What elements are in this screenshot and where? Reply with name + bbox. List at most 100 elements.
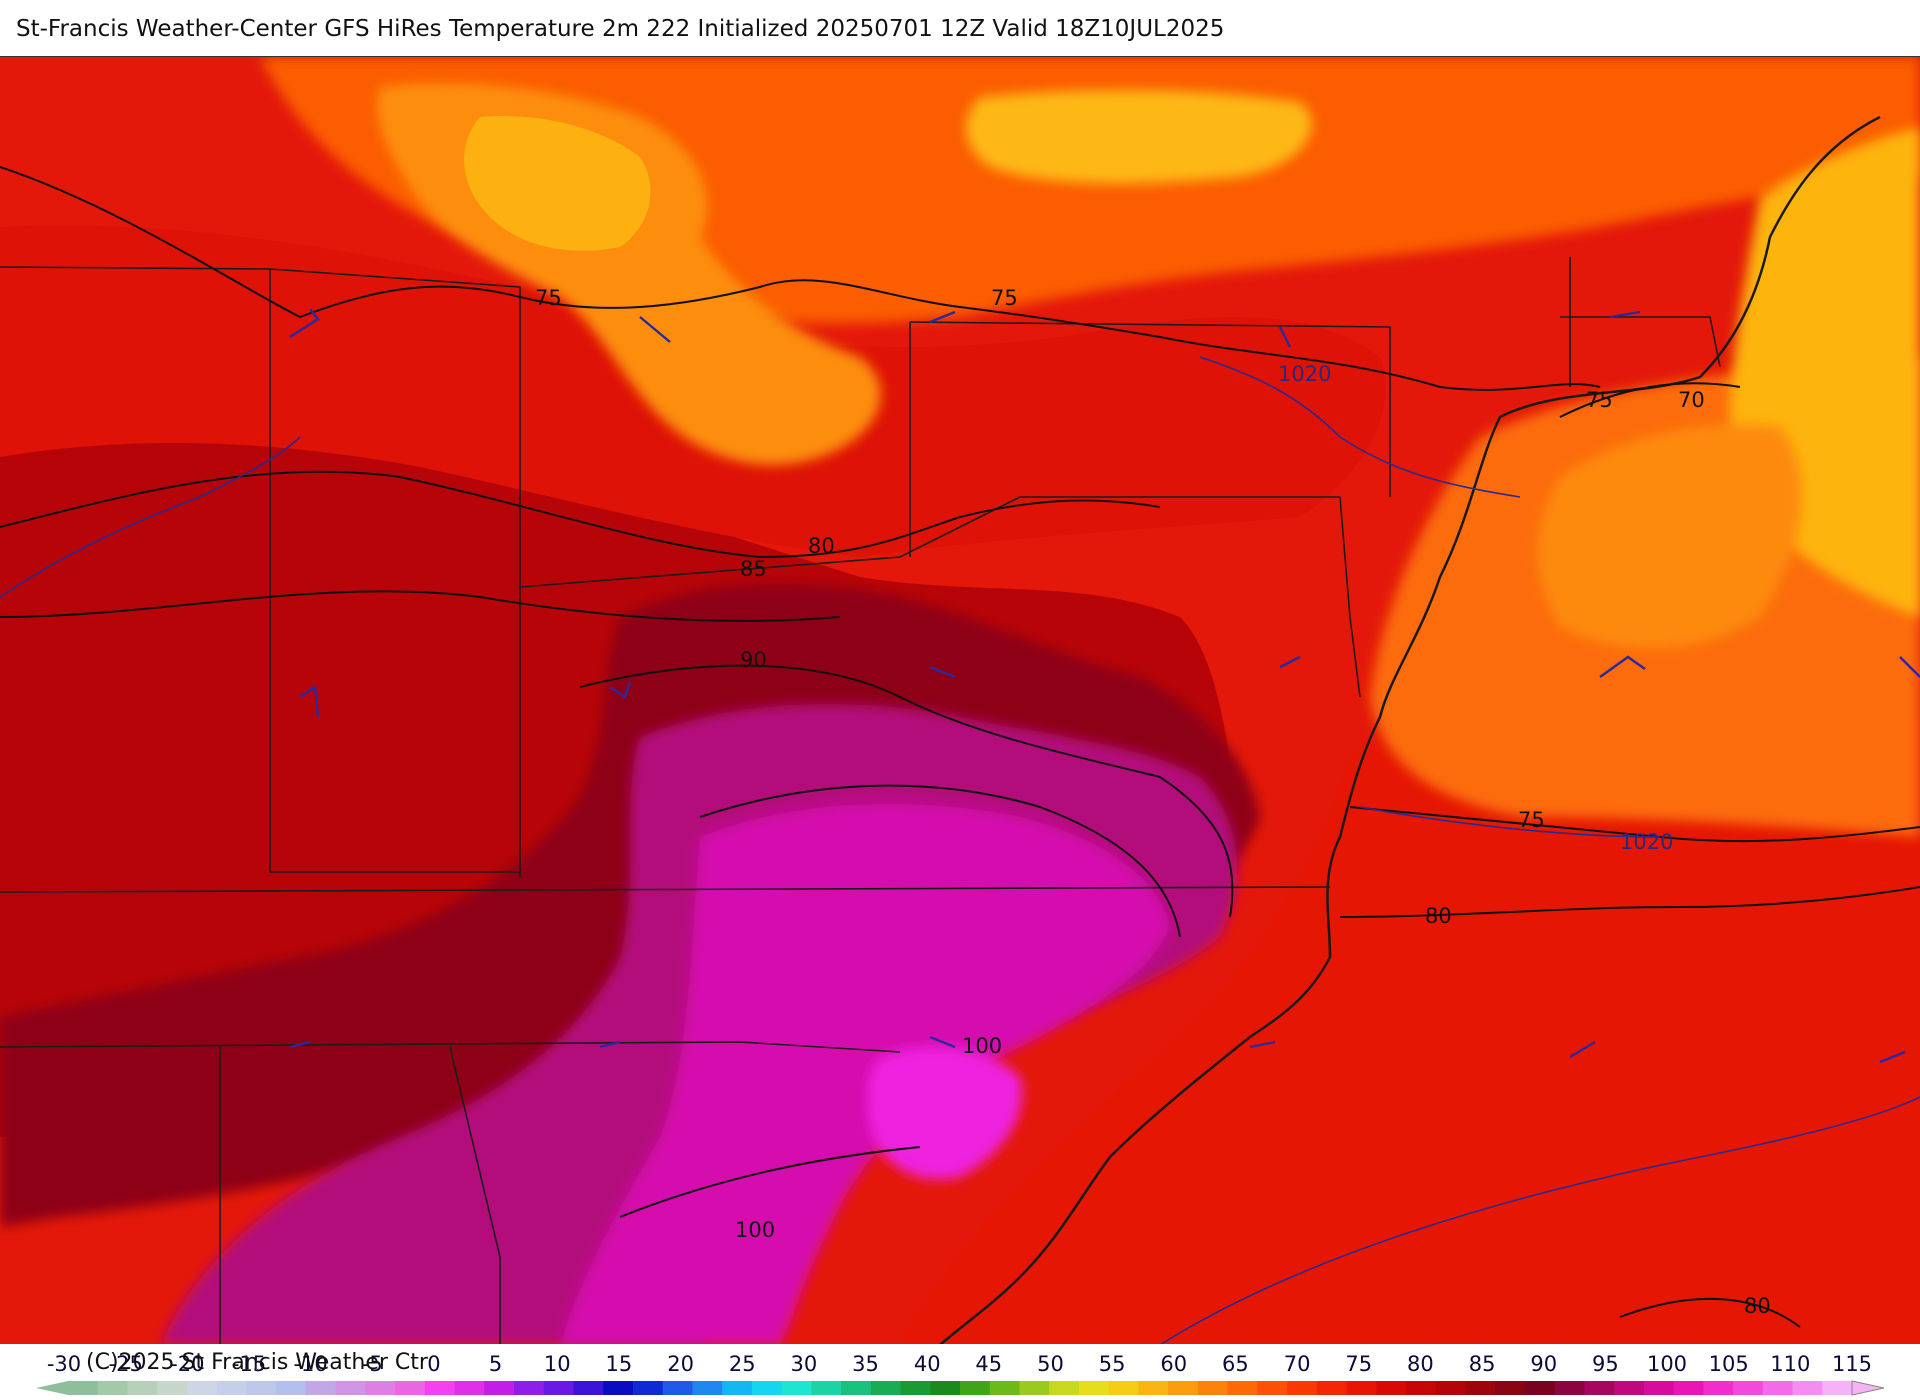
colorbar-swatch	[276, 1381, 307, 1395]
atlantic-coastline	[939, 115, 1881, 1345]
colorbar-tick-label: 90	[1530, 1352, 1557, 1376]
atlantic-light-orange	[1537, 424, 1802, 649]
contour-labels: 75 75 85 80 90 75 80 100 100 80 75 70 10…	[535, 286, 1771, 1318]
temperature-colorbar: -30 -25 -20 -15 -10 -5 0 5 10 15 20 25 30 35 40 45 50 55 6…	[0, 1344, 1920, 1400]
colorbar-tick-label: 75	[1345, 1352, 1372, 1376]
colorbar-swatch	[662, 1381, 693, 1395]
colorbar-swatch	[811, 1381, 842, 1395]
colorbar-tick-label: -5	[362, 1352, 383, 1376]
colorbar-swatch	[1554, 1381, 1585, 1395]
colorbar-swatch	[127, 1381, 158, 1395]
colorbar-swatch	[335, 1381, 366, 1395]
colorbar-swatch	[1049, 1381, 1080, 1395]
colorbar-swatch	[930, 1381, 961, 1395]
isobar-label: 1020	[1620, 830, 1673, 854]
colorbar-tick-label: 60	[1160, 1352, 1187, 1376]
colorbar-swatch	[722, 1381, 753, 1395]
magenta-heat-zone	[560, 803, 1170, 1345]
colorbar-tick-label: 5	[489, 1352, 502, 1376]
colorbar-tick-label: 95	[1592, 1352, 1619, 1376]
colorbar-tick-label: 45	[975, 1352, 1002, 1376]
contour-label: 80	[1744, 1294, 1771, 1318]
colorbar-tick-label: 25	[729, 1352, 756, 1376]
wind-barbs	[289, 308, 1920, 1064]
colorbar-tick-label: 0	[427, 1352, 440, 1376]
colorbar-swatch	[1584, 1381, 1615, 1395]
colorbar-swatch	[1822, 1381, 1853, 1395]
colorbar-tick-label: -25	[109, 1352, 143, 1376]
contour-label: 75	[991, 286, 1018, 310]
cool-core-great-lakes	[463, 116, 651, 251]
colorbar-canvas: -30 -25 -20 -15 -10 -5 0 5 10 15 20 25 30 35 40 45 50 55 6…	[36, 1352, 1885, 1396]
colorbar-swatch	[781, 1381, 812, 1395]
colorbar-swatch	[365, 1381, 396, 1395]
colorbar-swatch	[1287, 1381, 1318, 1395]
colorbar-swatch	[216, 1381, 247, 1395]
colorbar-swatch	[692, 1381, 723, 1395]
contour-label: 80	[808, 534, 835, 558]
colorbar-swatch	[1197, 1381, 1229, 1395]
colorbar-swatch	[157, 1381, 188, 1395]
colorbar-swatch	[1614, 1381, 1645, 1395]
colorbar-swatch	[305, 1381, 337, 1395]
state-boundaries	[0, 257, 1721, 1345]
colorbar-swatch	[1465, 1381, 1496, 1395]
colorbar-swatch	[960, 1381, 991, 1395]
colorbar-tick-label: 80	[1407, 1352, 1434, 1376]
contour-label: 70	[1678, 388, 1705, 412]
colorbar-tick-label: 40	[914, 1352, 941, 1376]
colorbar-swatch	[1703, 1381, 1734, 1395]
colorbar-swatch	[632, 1381, 664, 1395]
colorbar-swatch	[1019, 1381, 1050, 1395]
colorbar-swatch	[1108, 1381, 1139, 1395]
colorbar-swatch	[454, 1381, 485, 1395]
colorbar-tick-label: 105	[1709, 1352, 1749, 1376]
colorbar-swatch	[870, 1381, 902, 1395]
colorbar-tick-label: 100	[1647, 1352, 1687, 1376]
colorbar-swatch	[1376, 1381, 1407, 1395]
isobar-label: 1020	[1278, 362, 1331, 386]
colorbar-swatch	[395, 1381, 426, 1395]
colorbar-ticks: -30 -25 -20 -15 -10 -5 0 5 10 15 20 25 30 35 40 45 50 55 6…	[47, 1352, 1872, 1376]
colorbar-swatch	[1316, 1381, 1348, 1395]
contour-label: 75	[1518, 808, 1545, 832]
colorbar-tick-label: 110	[1770, 1352, 1810, 1376]
colorbar-tick-label: 70	[1284, 1352, 1311, 1376]
colorbar-swatch	[1227, 1381, 1258, 1395]
contour-label: 85	[740, 557, 767, 581]
colorbar-tick-label: -20	[170, 1352, 204, 1376]
colorbar-swatch	[1168, 1381, 1199, 1395]
colorbar-swatch	[1346, 1381, 1377, 1395]
ocean-temperature-field	[900, 707, 1920, 1345]
colorbar-tick-label: -10	[293, 1352, 327, 1376]
colorbar-swatch	[484, 1381, 515, 1395]
temperature-map: 75 75 85 80 90 75 80 100 100 80 75 70 10…	[0, 56, 1920, 1346]
colorbar-swatch	[97, 1381, 129, 1395]
colorbar-swatch	[1406, 1381, 1437, 1395]
colorbar-swatch	[186, 1381, 218, 1395]
colorbar-tick-label: 85	[1469, 1352, 1496, 1376]
colorbar-swatch	[514, 1381, 545, 1395]
isobars	[0, 356, 1920, 1345]
colorbar-arrow-left	[36, 1381, 68, 1395]
colorbar-swatch	[68, 1381, 99, 1395]
contour-label: 75	[1586, 388, 1613, 412]
colorbar-swatch	[603, 1381, 634, 1395]
colorbar-tick-label: 65	[1222, 1352, 1249, 1376]
colorbar-swatch	[841, 1381, 872, 1395]
colorbar-swatch	[751, 1381, 783, 1395]
colorbar-swatch	[900, 1381, 931, 1395]
colorbar-swatch	[1643, 1381, 1675, 1395]
colorbar-swatch	[573, 1381, 604, 1395]
colorbar-swatch	[1524, 1381, 1556, 1395]
colorbar-swatch	[1792, 1381, 1823, 1395]
map-title: St-Francis Weather-Center GFS HiRes Temp…	[16, 16, 1225, 42]
title-bar: St-Francis Weather-Center GFS HiRes Temp…	[0, 0, 1920, 56]
hottest-core	[867, 1046, 1022, 1180]
colorbar-swatch	[1257, 1381, 1288, 1395]
colorbar-swatch	[1078, 1381, 1110, 1395]
temperature-contours	[0, 166, 1920, 1328]
colorbar-tick-label: 55	[1099, 1352, 1126, 1376]
colorbar-swatch	[1762, 1381, 1794, 1395]
contour-label: 100	[735, 1218, 775, 1242]
